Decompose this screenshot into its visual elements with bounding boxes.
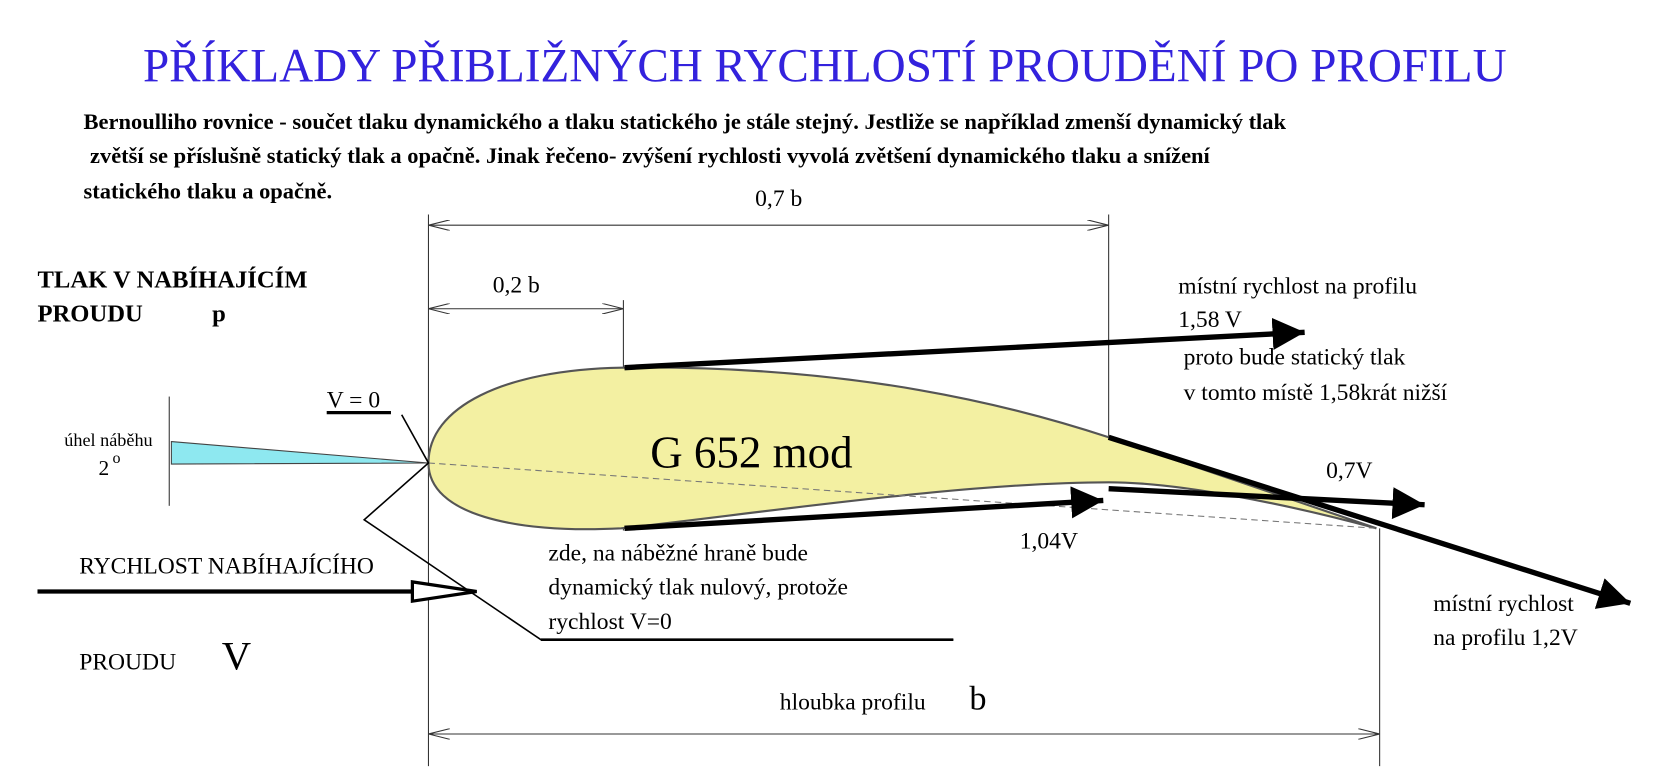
upper-note: místní rychlost na profilu (1178, 274, 1417, 300)
freestream-label: RYCHLOST NABÍHAJÍCÍHO (79, 553, 374, 579)
chord-line (428, 462, 1377, 529)
pressure-symbol: p (212, 301, 226, 328)
description-line: zvětší se příslušně statický tlak a opač… (90, 143, 1211, 168)
dimension-label: 0,2 b (493, 273, 540, 299)
velocity-arrows (624, 317, 1632, 609)
dimension-label: hloubka profilu (780, 689, 926, 715)
angle-label: úhel náběhu (64, 430, 152, 450)
freestream-label: PROUDU (79, 650, 176, 676)
leading-note: zde, na náběžné hraně bude (548, 540, 808, 566)
profile-name: G 652 mod (650, 427, 852, 477)
freestream-arrowhead (410, 580, 477, 604)
trailing-note: na profilu 1,2V (1433, 625, 1578, 651)
upper-note: proto bude statický tlak (1184, 344, 1406, 370)
airfoil (427, 366, 1377, 531)
freestream-symbol: V (222, 634, 251, 679)
description-line: statického tlaku a opačně. (84, 178, 333, 203)
stagnation-label: V = 0 (327, 387, 380, 413)
trailing-lower-speed: 0,7V (1326, 458, 1372, 484)
angle-wedge (170, 440, 429, 465)
leading-note: rychlost V=0 (548, 609, 671, 635)
upper-note: v tomto místě 1,58krát nižší (1184, 380, 1448, 406)
title: PŘÍKLADY PŘIBLIŽNÝCH RYCHLOSTÍ PROUDĚNÍ … (143, 41, 1507, 93)
upper-note: 1,58 V (1178, 307, 1242, 333)
trailing-note: místní rychlost (1433, 591, 1574, 617)
pressure-label: PROUDU (37, 301, 143, 328)
angle-unit: o (112, 450, 120, 467)
pressure-label: TLAK V NABÍHAJÍCÍM (37, 265, 307, 293)
leading-note: dynamický tlak nulový, protože (548, 575, 848, 601)
dimension-label: 0,7 b (755, 186, 802, 212)
dimension-symbol: b (969, 679, 986, 717)
lower-speed: 1,04V (1020, 529, 1078, 555)
description-line: Bernoulliho rovnice - součet tlaku dynam… (84, 109, 1287, 134)
dimension-lines (427, 214, 1381, 767)
angle-value: 2 (99, 456, 110, 480)
